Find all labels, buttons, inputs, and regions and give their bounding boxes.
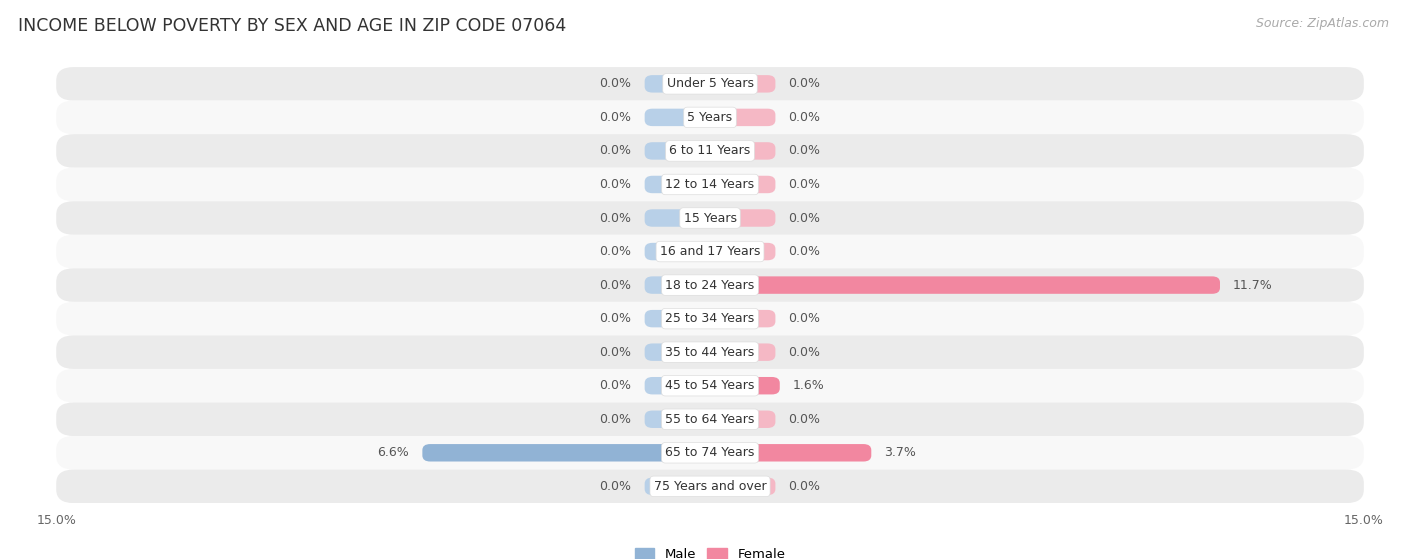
Text: 15 Years: 15 Years xyxy=(683,211,737,225)
Text: 25 to 34 Years: 25 to 34 Years xyxy=(665,312,755,325)
Text: 16 and 17 Years: 16 and 17 Years xyxy=(659,245,761,258)
FancyBboxPatch shape xyxy=(644,377,710,395)
Legend: Male, Female: Male, Female xyxy=(630,542,790,559)
FancyBboxPatch shape xyxy=(710,343,776,361)
FancyBboxPatch shape xyxy=(56,168,1364,201)
Text: 55 to 64 Years: 55 to 64 Years xyxy=(665,413,755,426)
FancyBboxPatch shape xyxy=(710,209,776,227)
FancyBboxPatch shape xyxy=(710,444,872,462)
Text: 0.0%: 0.0% xyxy=(599,245,631,258)
Text: 5 Years: 5 Years xyxy=(688,111,733,124)
FancyBboxPatch shape xyxy=(644,477,710,495)
Text: 0.0%: 0.0% xyxy=(599,345,631,359)
Text: 0.0%: 0.0% xyxy=(599,379,631,392)
Text: 0.0%: 0.0% xyxy=(789,77,821,91)
FancyBboxPatch shape xyxy=(644,75,710,93)
Text: 75 Years and over: 75 Years and over xyxy=(654,480,766,493)
Text: 0.0%: 0.0% xyxy=(789,144,821,158)
Text: 0.0%: 0.0% xyxy=(789,413,821,426)
FancyBboxPatch shape xyxy=(56,335,1364,369)
Text: 0.0%: 0.0% xyxy=(599,178,631,191)
Text: 3.7%: 3.7% xyxy=(884,446,917,459)
Text: 35 to 44 Years: 35 to 44 Years xyxy=(665,345,755,359)
FancyBboxPatch shape xyxy=(644,343,710,361)
Text: 0.0%: 0.0% xyxy=(599,312,631,325)
Text: 0.0%: 0.0% xyxy=(599,278,631,292)
Text: 0.0%: 0.0% xyxy=(599,211,631,225)
FancyBboxPatch shape xyxy=(710,142,776,160)
FancyBboxPatch shape xyxy=(644,142,710,160)
FancyBboxPatch shape xyxy=(56,67,1364,101)
FancyBboxPatch shape xyxy=(56,369,1364,402)
Text: 0.0%: 0.0% xyxy=(789,345,821,359)
Text: 0.0%: 0.0% xyxy=(599,77,631,91)
FancyBboxPatch shape xyxy=(56,134,1364,168)
Text: 6 to 11 Years: 6 to 11 Years xyxy=(669,144,751,158)
Text: Source: ZipAtlas.com: Source: ZipAtlas.com xyxy=(1256,17,1389,30)
Text: 0.0%: 0.0% xyxy=(599,144,631,158)
FancyBboxPatch shape xyxy=(56,302,1364,335)
Text: 0.0%: 0.0% xyxy=(789,211,821,225)
FancyBboxPatch shape xyxy=(710,377,780,395)
FancyBboxPatch shape xyxy=(644,310,710,328)
Text: 6.6%: 6.6% xyxy=(378,446,409,459)
Text: Under 5 Years: Under 5 Years xyxy=(666,77,754,91)
FancyBboxPatch shape xyxy=(56,268,1364,302)
Text: 12 to 14 Years: 12 to 14 Years xyxy=(665,178,755,191)
FancyBboxPatch shape xyxy=(710,310,776,328)
Text: 18 to 24 Years: 18 to 24 Years xyxy=(665,278,755,292)
FancyBboxPatch shape xyxy=(710,410,776,428)
Text: 0.0%: 0.0% xyxy=(789,312,821,325)
FancyBboxPatch shape xyxy=(710,75,776,93)
FancyBboxPatch shape xyxy=(56,470,1364,503)
Text: 11.7%: 11.7% xyxy=(1233,278,1272,292)
Text: 65 to 74 Years: 65 to 74 Years xyxy=(665,446,755,459)
Text: 0.0%: 0.0% xyxy=(599,111,631,124)
FancyBboxPatch shape xyxy=(644,276,710,294)
FancyBboxPatch shape xyxy=(56,436,1364,470)
Text: 0.0%: 0.0% xyxy=(789,111,821,124)
FancyBboxPatch shape xyxy=(710,176,776,193)
Text: 0.0%: 0.0% xyxy=(789,480,821,493)
Text: 45 to 54 Years: 45 to 54 Years xyxy=(665,379,755,392)
Text: 0.0%: 0.0% xyxy=(599,480,631,493)
FancyBboxPatch shape xyxy=(710,276,1220,294)
FancyBboxPatch shape xyxy=(56,402,1364,436)
FancyBboxPatch shape xyxy=(422,444,710,462)
FancyBboxPatch shape xyxy=(710,108,776,126)
FancyBboxPatch shape xyxy=(644,108,710,126)
Text: 0.0%: 0.0% xyxy=(599,413,631,426)
FancyBboxPatch shape xyxy=(56,201,1364,235)
FancyBboxPatch shape xyxy=(710,477,776,495)
Text: 0.0%: 0.0% xyxy=(789,245,821,258)
Text: INCOME BELOW POVERTY BY SEX AND AGE IN ZIP CODE 07064: INCOME BELOW POVERTY BY SEX AND AGE IN Z… xyxy=(18,17,567,35)
FancyBboxPatch shape xyxy=(56,101,1364,134)
FancyBboxPatch shape xyxy=(644,410,710,428)
FancyBboxPatch shape xyxy=(644,243,710,260)
FancyBboxPatch shape xyxy=(710,243,776,260)
FancyBboxPatch shape xyxy=(56,235,1364,268)
Text: 1.6%: 1.6% xyxy=(793,379,824,392)
FancyBboxPatch shape xyxy=(644,209,710,227)
Text: 0.0%: 0.0% xyxy=(789,178,821,191)
FancyBboxPatch shape xyxy=(644,176,710,193)
